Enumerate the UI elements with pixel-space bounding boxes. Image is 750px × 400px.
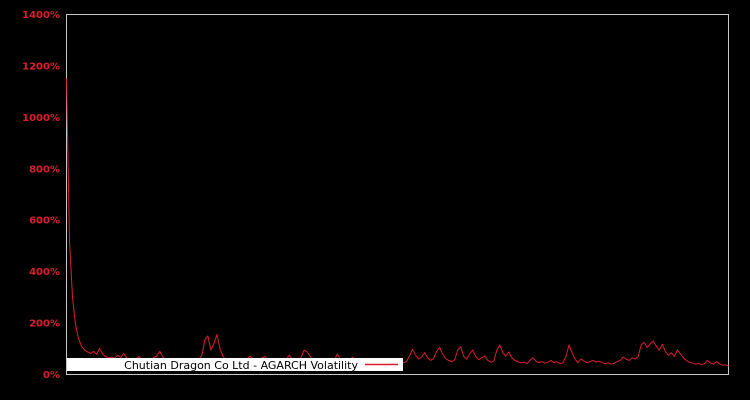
y-tick-label: 800% [29,164,60,175]
y-tick-label: 600% [29,216,60,227]
y-tick-label: 1400% [22,10,60,21]
y-axis-labels: 0% 200% 400% 600% 800% 1000% 1200% 1400% [22,10,60,381]
legend-box [67,358,403,371]
y-tick-label: 1200% [22,61,60,72]
y-tick-label: 200% [29,319,60,330]
legend-label: Chutian Dragon Co Ltd - AGARCH Volatilit… [124,359,358,372]
plot-area-border [66,14,729,375]
y-tick-label: 0% [43,370,60,381]
y-tick-label: 1000% [22,113,60,124]
y-tick-label: 400% [29,267,60,278]
legend: Chutian Dragon Co Ltd - AGARCH Volatilit… [67,358,403,372]
volatility-line [66,78,729,367]
